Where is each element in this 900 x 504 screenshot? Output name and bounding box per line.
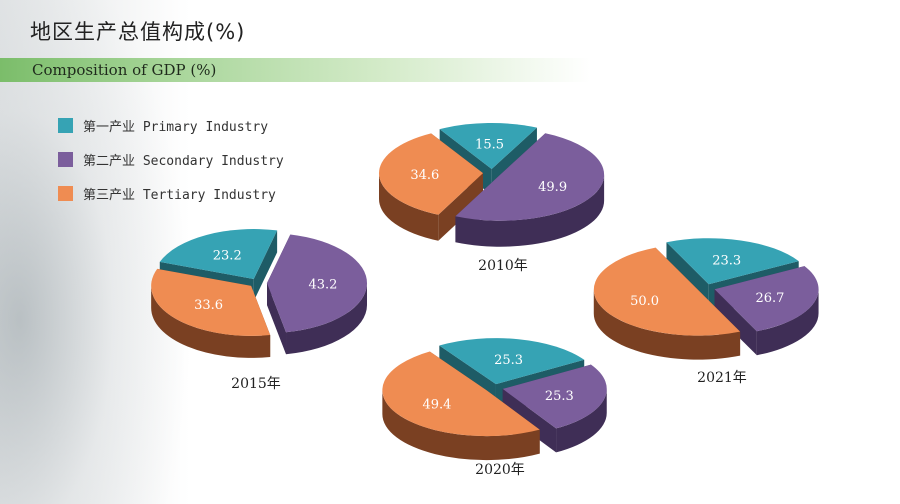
pie-value-label-secondary: 49.9: [538, 180, 567, 195]
pie-slice-top: [439, 123, 537, 170]
subtitle-bar: [0, 58, 590, 82]
pie-value-label-primary: 25.3: [494, 353, 523, 368]
pie-value-label-primary: 15.5: [475, 137, 504, 152]
pie-slice-wall: [253, 230, 278, 302]
pie-slice-tertiary: 33.6: [151, 268, 271, 358]
pie-value-label-tertiary: 33.6: [194, 298, 223, 313]
legend-item-primary: 第一产业 Primary Industry: [58, 108, 284, 142]
pie-slice-wall: [714, 289, 757, 356]
legend-label-primary: 第一产业 Primary Industry: [83, 119, 269, 135]
pie-2020年: 25.3 25.3 49.4 2020年: [382, 338, 607, 478]
legend-swatch-primary: [58, 117, 73, 133]
legend-swatch-tertiary: [58, 185, 73, 201]
page-title: 地区生产总值构成(%): [30, 20, 246, 44]
pie-value-label-tertiary: 34.6: [410, 168, 439, 183]
pie-value-label-tertiary: 49.4: [422, 398, 451, 413]
pie-year-label: 2015年: [231, 376, 281, 392]
page-subtitle: Composition of GDP (%): [32, 61, 217, 79]
pie-slice-side: [455, 174, 605, 247]
pie-slice-top: [714, 266, 819, 332]
pie-value-label-tertiary: 50.0: [630, 294, 659, 309]
pie-value-label-primary: 23.3: [712, 254, 741, 269]
pie-slice-side: [593, 289, 741, 360]
pie-2021年: 23.3 26.7 50.0 2021年: [593, 238, 819, 386]
legend-label-secondary: 第二产业 Secondary Industry: [83, 153, 284, 169]
pie-slice-top: [379, 133, 484, 215]
legend-label-tertiary: 第三产业 Tertiary Industry: [83, 187, 276, 203]
pie-slice-side: [151, 285, 271, 358]
pie-slice-tertiary: 50.0: [593, 247, 741, 360]
pie-slice-top: [666, 238, 799, 285]
pie-slice-side: [756, 289, 819, 356]
pie-slice-top: [159, 229, 278, 280]
pie-slice-wall: [266, 283, 287, 355]
legend-item-secondary: 第二产业 Secondary Industry: [58, 142, 284, 176]
pie-slice-side: [382, 390, 540, 461]
pie-value-label-primary: 23.2: [213, 248, 242, 263]
pie-slice-top: [439, 338, 585, 385]
pie-slice-top: [502, 364, 607, 429]
pie-2010年: 15.5 34.6 49.9 2010年: [379, 123, 605, 274]
pie-slice-tertiary: 49.4: [382, 351, 540, 461]
pie-slice-secondary: 26.7: [714, 266, 819, 356]
pie-slice-secondary: 25.3: [502, 364, 607, 453]
legend-item-tertiary: 第三产业 Tertiary Industry: [58, 176, 284, 210]
pie-slice-side: [379, 173, 439, 241]
pie-slice-tertiary: 34.6: [379, 133, 484, 241]
pie-slice-wall: [502, 388, 557, 453]
pie-year-label: 2021年: [697, 370, 747, 386]
legend-swatch-secondary: [58, 151, 73, 167]
pie-slice-top: [151, 268, 271, 336]
pie-year-label: 2020年: [475, 462, 525, 478]
legend: 第一产业 Primary Industry 第二产业 Secondary Ind…: [58, 108, 284, 210]
pie-slice-top: [593, 247, 741, 336]
pie-value-label-secondary: 25.3: [545, 389, 574, 404]
pie-2015年: 23.2 43.2 33.6 2015年: [151, 229, 367, 392]
pie-slice-top: [266, 234, 367, 333]
pie-value-label-secondary: 43.2: [309, 278, 338, 293]
pie-slice-top: [382, 351, 540, 437]
pie-slice-side: [286, 283, 367, 355]
pie-slice-top: [455, 133, 605, 221]
pie-slice-secondary: 43.2: [266, 234, 367, 355]
pie-value-label-secondary: 26.7: [755, 291, 784, 306]
pie-slice-side: [556, 388, 607, 453]
pie-slice-secondary: 49.9: [455, 133, 605, 247]
pie-year-label: 2010年: [478, 258, 528, 274]
